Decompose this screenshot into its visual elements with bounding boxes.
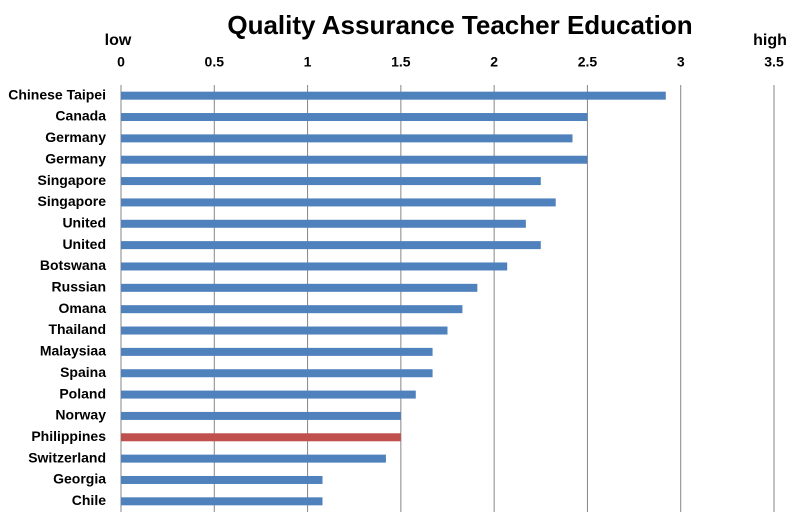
bar — [121, 91, 666, 100]
y-tick-label: Norway — [55, 407, 106, 423]
bar — [121, 433, 401, 442]
y-tick-label: Chinese Taipei — [8, 86, 106, 102]
bar — [121, 113, 588, 122]
bar — [121, 198, 556, 207]
x-tick-label: 2.5 — [578, 54, 598, 70]
y-tick-label: United — [62, 214, 106, 230]
bar — [121, 134, 573, 143]
annotation: high — [753, 32, 787, 49]
bar — [121, 390, 416, 399]
bar — [121, 305, 463, 314]
y-tick-label: Spaina — [60, 364, 106, 380]
bar — [121, 177, 541, 186]
x-tick-label: 0.5 — [205, 54, 225, 70]
chart-title: Quality Assurance Teacher Education — [227, 10, 692, 40]
bar — [121, 411, 401, 420]
x-tick-label: 1.5 — [391, 54, 411, 70]
y-tick-label: Singapore — [38, 193, 107, 209]
y-tick-label: Poland — [59, 385, 106, 401]
y-tick-label: Canada — [55, 108, 106, 124]
bar — [121, 369, 433, 378]
bar — [121, 497, 323, 506]
y-tick-label: Chile — [72, 492, 106, 508]
annotation: low — [105, 32, 132, 49]
y-tick-label: Malaysiaa — [40, 343, 106, 359]
y-tick-label: Singapore — [38, 172, 107, 188]
bar — [121, 155, 588, 164]
x-tick-label: 2 — [490, 54, 498, 70]
y-tick-label: Russian — [52, 279, 106, 295]
y-tick-label: Botswana — [40, 257, 106, 273]
x-tick-label: 3.5 — [764, 54, 784, 70]
y-tick-label: Germany — [45, 129, 106, 145]
y-tick-label: Switzerland — [28, 449, 106, 465]
y-tick-label: United — [62, 236, 106, 252]
bar — [121, 241, 541, 250]
bar — [121, 326, 448, 335]
bar — [121, 454, 386, 463]
y-tick-label: Germany — [45, 150, 106, 166]
y-tick-label: Omana — [59, 300, 107, 316]
bar — [121, 219, 526, 228]
bar — [121, 347, 433, 356]
y-tick-label: Philippines — [31, 428, 106, 444]
bar — [121, 262, 508, 271]
x-tick-label: 1 — [304, 54, 312, 70]
bar — [121, 475, 323, 484]
x-tick-label: 0 — [117, 54, 125, 70]
bar — [121, 283, 478, 292]
y-tick-label: Thailand — [48, 321, 106, 337]
x-tick-label: 3 — [677, 54, 685, 70]
y-tick-label: Georgia — [53, 471, 106, 487]
